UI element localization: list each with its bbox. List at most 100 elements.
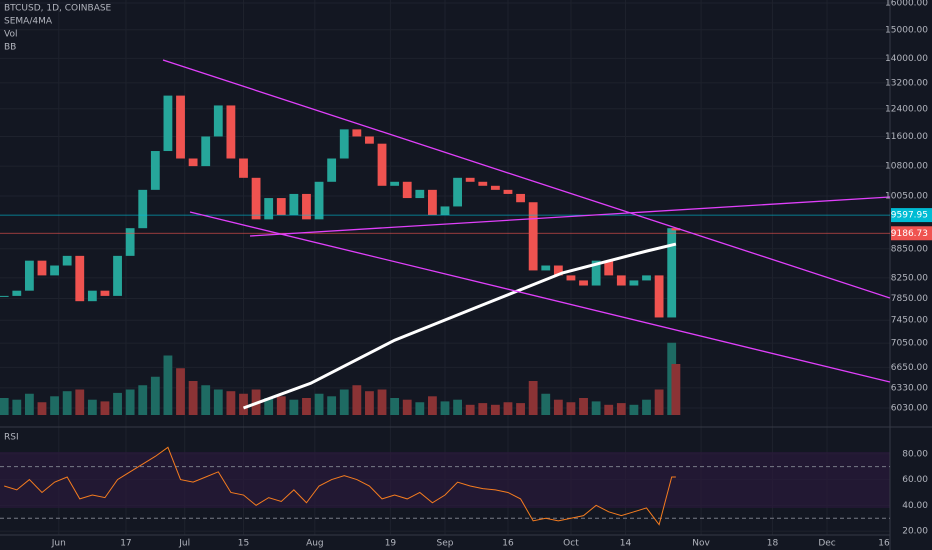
price-tag-label: 9597.95 [891, 211, 928, 221]
x-tick-label: Dec [818, 539, 835, 549]
volume-bar [465, 404, 475, 415]
volume-bar [616, 403, 626, 415]
volume-bar [654, 389, 664, 415]
x-tick-label: Oct [563, 539, 579, 549]
volume-bar [402, 399, 412, 415]
candle [352, 129, 362, 137]
volume-bar [75, 389, 85, 415]
candle [251, 177, 261, 220]
volume-bar [12, 399, 22, 415]
volume-bar [213, 389, 223, 415]
y-tick-label: 7850.00 [891, 294, 928, 304]
volume-bar [541, 393, 551, 415]
volume-bar [125, 389, 135, 415]
candle [642, 275, 651, 281]
x-tick-label: Jun [51, 539, 66, 549]
candle [0, 295, 9, 297]
volume-bar [226, 391, 236, 415]
volume-bar [276, 396, 286, 415]
candle [314, 181, 324, 220]
y-tick-label: 8850.00 [891, 244, 928, 254]
volume-bar [37, 402, 47, 415]
candle [427, 189, 437, 216]
indicator-label: Vol [4, 30, 17, 40]
candle [478, 181, 488, 186]
indicator-label: SEMA/4MA [4, 17, 53, 27]
volume-bar [440, 401, 450, 415]
rsi-label: RSI [4, 433, 19, 443]
volume-bar [591, 401, 601, 415]
y-tick-label: 6330.00 [891, 383, 928, 393]
rsi-band [0, 452, 890, 508]
candle [654, 275, 664, 318]
candle [465, 177, 475, 182]
x-tick-label: Jul [178, 539, 190, 549]
candle [503, 189, 513, 194]
candle [24, 260, 34, 291]
candle [87, 290, 97, 302]
y-tick-label: 11600.00 [885, 132, 928, 142]
volume-bar [516, 403, 525, 415]
rsi-line [4, 446, 676, 526]
candle [264, 198, 274, 220]
candle [50, 265, 59, 276]
volume-bar [302, 398, 311, 415]
candle [516, 193, 525, 203]
indicator-label: BB [4, 43, 16, 53]
candle [453, 177, 463, 207]
y-tick-label: 15000.00 [885, 25, 928, 35]
volume-bar [579, 398, 588, 415]
candle [226, 105, 236, 159]
candle [138, 189, 148, 229]
volume-bar [453, 399, 463, 415]
candle [415, 189, 425, 199]
volume-bar [629, 404, 639, 415]
y-tick-label: 6030.00 [891, 404, 928, 414]
candle [490, 185, 500, 190]
candle [188, 158, 198, 167]
candle [591, 260, 601, 286]
candle [302, 193, 311, 220]
volume-bar [314, 393, 324, 415]
candle [276, 198, 286, 216]
y-tick-label: 13200.00 [885, 78, 928, 88]
volume-bar [327, 396, 337, 415]
y-tick-label: 7450.00 [891, 316, 928, 326]
candle [541, 265, 551, 271]
x-tick-label: 14 [620, 539, 632, 549]
candle [365, 136, 374, 144]
x-tick-label: 16 [878, 539, 890, 549]
volume-bar [642, 399, 651, 415]
volume-bar [87, 399, 97, 415]
volume-bar [352, 385, 362, 415]
volume-bar [478, 403, 488, 415]
candle [201, 136, 211, 167]
volume-bar [163, 355, 173, 415]
candle [667, 228, 677, 318]
volume-bar [50, 396, 59, 415]
x-tick-label: 18 [767, 539, 779, 549]
rsi-tick-label: 60.00 [902, 475, 928, 485]
x-tick-label: 17 [120, 539, 131, 549]
y-tick-label: 10800.00 [885, 162, 928, 172]
trend-line [189, 211, 891, 383]
candle [339, 129, 349, 159]
volume-bar [62, 391, 72, 415]
volume-bar [671, 364, 681, 415]
marks [0, 95, 890, 526]
trend-line [162, 59, 891, 299]
candle [37, 260, 47, 276]
candle [176, 95, 185, 159]
volume-bar [604, 404, 614, 415]
volume-bar [503, 402, 513, 415]
candle [150, 151, 160, 190]
volume-bar [415, 402, 425, 415]
volume-bar [138, 385, 148, 415]
candle [100, 290, 110, 296]
y-tick-label: 16000.00 [885, 0, 928, 9]
volume-bar [264, 398, 274, 415]
volume-bar [427, 396, 437, 415]
price-tag-label: 9186.73 [891, 229, 928, 239]
candle [289, 193, 299, 216]
